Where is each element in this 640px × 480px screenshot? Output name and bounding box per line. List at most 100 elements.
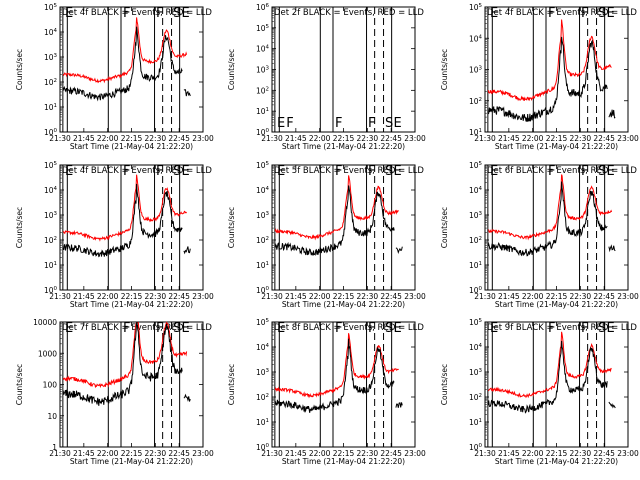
x-tick-label: 22:45 bbox=[380, 134, 402, 143]
y-tick-label: 104 bbox=[256, 343, 270, 352]
y-tick-label: 105 bbox=[469, 318, 483, 327]
panel-title: Det 5f BLACK = Events, RED = LLD bbox=[274, 166, 424, 176]
y-tick-label: 104 bbox=[44, 186, 58, 195]
interval-label: F bbox=[548, 6, 555, 21]
y-tick-label: 101 bbox=[44, 261, 57, 270]
interval-label: E bbox=[393, 116, 401, 131]
x-tick-label: 22:15 bbox=[121, 292, 143, 301]
x-tick-label: 21:30 bbox=[49, 292, 71, 301]
interval-label: S bbox=[173, 164, 181, 179]
x-tick-label: 22:00 bbox=[309, 292, 331, 301]
y-tick-label: 103 bbox=[469, 66, 483, 75]
x-tick-label: 22:30 bbox=[570, 292, 592, 301]
y-tick-label: 103 bbox=[256, 66, 270, 75]
x-tick-label: 23:00 bbox=[192, 449, 214, 458]
x-tick-label: 21:30 bbox=[474, 449, 496, 458]
series-events-line bbox=[274, 185, 395, 256]
series-events-tail bbox=[183, 89, 191, 97]
x-tick-label: 21:30 bbox=[261, 449, 283, 458]
y-tick-label: 105 bbox=[256, 318, 270, 327]
interval-label: E bbox=[606, 321, 614, 336]
x-tick-label: 23:00 bbox=[192, 134, 214, 143]
y-tick-label: 105 bbox=[44, 3, 58, 12]
x-tick-label: 23:00 bbox=[192, 292, 214, 301]
interval-label: F bbox=[123, 6, 130, 21]
series-lld-line bbox=[274, 333, 399, 399]
y-tick-label: 102 bbox=[256, 236, 269, 245]
x-tick-label: 22:30 bbox=[357, 449, 379, 458]
x-axis-label: Start Time (21-May-04 21:22:20) bbox=[495, 300, 618, 309]
x-tick-label: 22:45 bbox=[168, 134, 190, 143]
y-tick-label: 102 bbox=[469, 236, 482, 245]
y-tick-label: 103 bbox=[256, 211, 270, 220]
interval-label: F bbox=[368, 321, 375, 336]
interval-label: F bbox=[368, 164, 375, 179]
series-events-tail bbox=[183, 246, 191, 255]
interval-label: F bbox=[335, 321, 342, 336]
y-axis-label: Counts/sec bbox=[15, 207, 24, 248]
y-tick-label: 105 bbox=[256, 24, 270, 33]
interval-label: S bbox=[385, 321, 393, 336]
y-tick-label: 1000 bbox=[38, 349, 57, 358]
y-tick-label: 102 bbox=[256, 393, 269, 402]
panel-title: Det 6f BLACK = Events, RED = LLD bbox=[487, 166, 637, 176]
y-tick-label: 103 bbox=[44, 53, 58, 62]
panel-title: Det 4f BLACK = Events, RED = LLD bbox=[62, 8, 212, 18]
x-tick-label: 22:30 bbox=[357, 134, 379, 143]
series-events-line bbox=[487, 36, 608, 122]
interval-label: E bbox=[490, 321, 498, 336]
interval-label: F bbox=[581, 164, 588, 179]
y-tick-label: 101 bbox=[469, 128, 482, 137]
x-tick-label: 21:45 bbox=[285, 449, 307, 458]
y-tick-label: 103 bbox=[469, 211, 483, 220]
interval-label: E bbox=[490, 164, 498, 179]
y-tick-label: 102 bbox=[469, 393, 482, 402]
interval-label: E bbox=[393, 321, 401, 336]
y-tick-label: 100 bbox=[43, 381, 58, 390]
series-events-line bbox=[62, 322, 183, 406]
x-tick-label: 21:30 bbox=[49, 449, 71, 458]
x-tick-label: 21:30 bbox=[261, 134, 283, 143]
x-tick-label: 22:15 bbox=[121, 134, 143, 143]
x-tick-label: 23:00 bbox=[404, 449, 426, 458]
x-tick-label: 21:30 bbox=[261, 292, 283, 301]
series-events-tail bbox=[395, 402, 403, 408]
x-axis-label: Start Time (21-May-04 21:22:20) bbox=[70, 142, 193, 151]
series-events-line bbox=[274, 338, 395, 414]
x-tick-label: 21:30 bbox=[49, 134, 71, 143]
interval-label: F bbox=[335, 116, 342, 131]
interval-label: S bbox=[173, 321, 181, 336]
series-events-line bbox=[487, 181, 608, 257]
x-tick-label: 22:45 bbox=[380, 292, 402, 301]
interval-label: S bbox=[598, 164, 606, 179]
y-tick-label: 102 bbox=[256, 86, 269, 95]
interval-label: E bbox=[65, 321, 73, 336]
interval-label: F bbox=[156, 164, 163, 179]
y-tick-label: 103 bbox=[469, 368, 483, 377]
x-tick-label: 22:00 bbox=[97, 292, 119, 301]
y-axis-label: Counts/sec bbox=[440, 364, 449, 405]
x-axis-label: Start Time (21-May-04 21:22:20) bbox=[70, 457, 193, 466]
series-events-tail bbox=[183, 393, 191, 402]
panel-title: Det 4f BLACK = Events, RED = LLD bbox=[487, 8, 637, 18]
x-tick-label: 23:00 bbox=[404, 292, 426, 301]
x-tick-label: 22:30 bbox=[570, 449, 592, 458]
interval-label: E bbox=[65, 164, 73, 179]
y-tick-label: 10 bbox=[47, 412, 57, 421]
x-tick-label: 22:15 bbox=[333, 134, 355, 143]
interval-label: F bbox=[368, 116, 375, 131]
panel-4: Det 4f BLACK = Events, RED = LLD 21:30 21:… bbox=[15, 161, 214, 309]
plot-frame bbox=[271, 6, 416, 133]
y-tick-label: 101 bbox=[44, 103, 57, 112]
x-axis-label: Start Time (21-May-04 21:22:20) bbox=[495, 142, 618, 151]
x-tick-label: 22:30 bbox=[145, 134, 167, 143]
interval-label: E bbox=[393, 164, 401, 179]
series-events-line bbox=[487, 340, 608, 414]
y-tick-label: 100 bbox=[256, 128, 270, 137]
series-lld-line bbox=[487, 331, 612, 399]
y-tick-label: 104 bbox=[44, 28, 58, 37]
interval-label: E bbox=[606, 164, 614, 179]
x-tick-label: 21:30 bbox=[474, 134, 496, 143]
